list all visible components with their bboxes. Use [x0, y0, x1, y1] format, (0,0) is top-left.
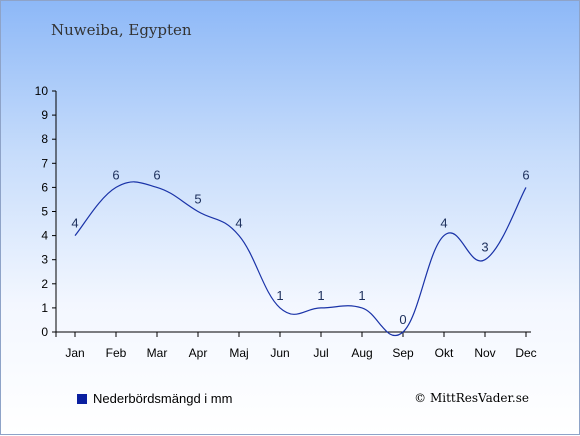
- y-tick-label: 9: [41, 108, 48, 122]
- x-ticks: Jan Feb Mar Apr Maj Jun Jul Aug Sep Okt Nov Dec: [65, 332, 537, 360]
- y-tick-label: 10: [35, 84, 49, 98]
- y-tick-label: 8: [41, 132, 48, 146]
- data-label: 4: [71, 216, 78, 231]
- x-tick-label: Maj: [229, 346, 248, 360]
- legend: Nederbördsmängd i mm: [77, 391, 232, 406]
- y-tick-label: 6: [41, 180, 48, 194]
- data-labels: 4 6 6 5 4 1 1 1 0 4 3 6: [71, 167, 529, 327]
- y-tick-label: 7: [41, 156, 48, 170]
- x-tick-label: Feb: [106, 346, 127, 360]
- copyright-credit: © MittResVader.se: [414, 391, 529, 405]
- data-label: 4: [440, 216, 447, 231]
- data-label: 3: [481, 240, 488, 255]
- data-label: 6: [522, 167, 529, 182]
- data-label: 6: [112, 167, 119, 182]
- x-tick-label: Nov: [474, 346, 495, 360]
- series-lines: [74, 181, 527, 336]
- y-tick-label: 4: [41, 229, 48, 243]
- x-tick-label: Apr: [189, 346, 208, 360]
- y-tick-label: 3: [41, 253, 48, 267]
- data-label: 1: [276, 288, 283, 303]
- y-tick-label: 5: [41, 205, 48, 219]
- legend-label: Nederbördsmängd i mm: [93, 391, 233, 406]
- data-label: 1: [358, 288, 365, 303]
- x-tick-label: Jul: [313, 346, 328, 360]
- y-tick-label: 1: [41, 301, 48, 315]
- data-label: 4: [235, 216, 242, 231]
- legend-swatch: [77, 393, 87, 404]
- x-tick-label: Jun: [270, 346, 289, 360]
- x-tick-label: Aug: [351, 346, 372, 360]
- x-tick-label: Jan: [65, 346, 84, 360]
- y-tick-label: 0: [41, 325, 48, 339]
- chart-title: Nuweiba, Egypten: [51, 21, 192, 39]
- x-tick-label: Okt: [435, 346, 454, 360]
- axes: [55, 91, 531, 337]
- data-label: 5: [194, 192, 201, 207]
- x-tick-label: Mar: [147, 346, 168, 360]
- data-label: 1: [317, 288, 324, 303]
- y-tick-label: 2: [41, 277, 48, 291]
- data-label: 6: [153, 167, 160, 182]
- y-ticks: 0 1 2 3 4 5 6 7 8 9 10: [35, 84, 56, 339]
- x-tick-label: Dec: [515, 346, 536, 360]
- data-label: 0: [399, 312, 406, 327]
- series-line: [74, 181, 527, 336]
- x-tick-label: Sep: [392, 346, 414, 360]
